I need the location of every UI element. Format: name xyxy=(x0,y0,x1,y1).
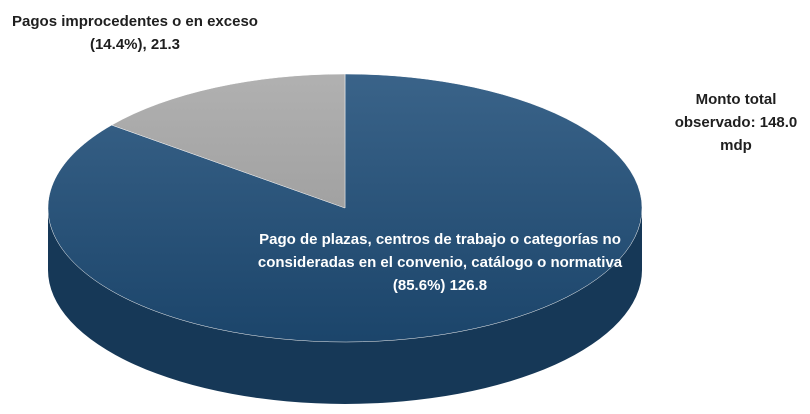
data-label: Pagos improcedentes o en exceso (14.4%),… xyxy=(12,13,258,53)
pie-side xyxy=(48,208,642,404)
total-annotation: Monto total observado: 148.0 mdp xyxy=(674,91,798,154)
pie-shading xyxy=(48,74,642,342)
data-label: Pago de plazas, centros de trabajo o cat… xyxy=(257,231,623,294)
